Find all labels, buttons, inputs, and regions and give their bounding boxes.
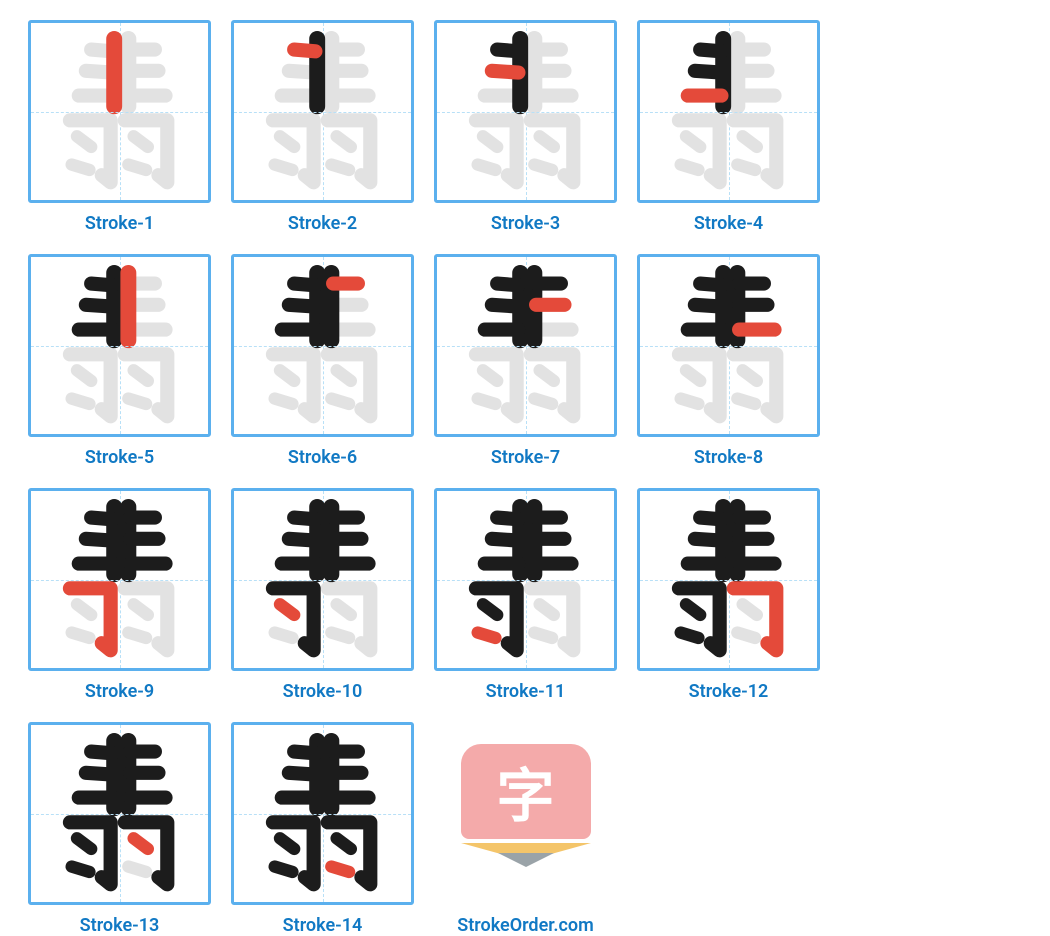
glyph-svg (437, 491, 614, 668)
stroke-tile-5 (28, 254, 211, 437)
logo-character: 字 (461, 744, 591, 839)
stroke-tile-13 (28, 722, 211, 905)
glyph-svg (640, 257, 817, 434)
stroke-cell-8: Stroke-8 (637, 254, 820, 468)
stroke-label: Stroke-6 (288, 447, 357, 468)
stroke-tile-3 (434, 20, 617, 203)
stroke-label: Stroke-4 (694, 213, 763, 234)
stroke-cell-4: Stroke-4 (637, 20, 820, 234)
glyph-svg (640, 23, 817, 200)
glyph-svg (640, 491, 817, 668)
stroke-tile-9 (28, 488, 211, 671)
stroke-label: Stroke-14 (283, 915, 363, 936)
site-logo: 字 (434, 722, 617, 905)
stroke-cell-10: Stroke-10 (231, 488, 414, 702)
stroke-tile-10 (231, 488, 414, 671)
stroke-label: Stroke-12 (689, 681, 769, 702)
stroke-cell-3: Stroke-3 (434, 20, 617, 234)
stroke-cell-14: Stroke-14 (231, 722, 414, 936)
glyph-svg (31, 23, 208, 200)
stroke-tile-7 (434, 254, 617, 437)
stroke-label: Stroke-9 (85, 681, 154, 702)
stroke-tile-8 (637, 254, 820, 437)
stroke-grid: Stroke-1 Stroke-2 Stroke-3 Stroke-4 Stroke-5… (28, 20, 1022, 936)
stroke-cell-9: Stroke-9 (28, 488, 211, 702)
stroke-tile-12 (637, 488, 820, 671)
stroke-label: Stroke-7 (491, 447, 560, 468)
stroke-label: Stroke-3 (491, 213, 560, 234)
stroke-cell-11: Stroke-11 (434, 488, 617, 702)
stroke-cell-12: Stroke-12 (637, 488, 820, 702)
stroke-cell-7: Stroke-7 (434, 254, 617, 468)
glyph-svg (31, 491, 208, 668)
site-name: StrokeOrder.com (457, 915, 594, 936)
glyph-svg (31, 725, 208, 902)
glyph-svg (437, 257, 614, 434)
stroke-cell-13: Stroke-13 (28, 722, 211, 936)
glyph-svg (234, 725, 411, 902)
stroke-cell-6: Stroke-6 (231, 254, 414, 468)
stroke-tile-11 (434, 488, 617, 671)
stroke-label: Stroke-1 (85, 213, 154, 234)
stroke-tile-1 (28, 20, 211, 203)
stroke-tile-4 (637, 20, 820, 203)
stroke-label: Stroke-13 (80, 915, 160, 936)
stroke-cell-2: Stroke-2 (231, 20, 414, 234)
stroke-label: Stroke-10 (283, 681, 363, 702)
glyph-svg (234, 491, 411, 668)
glyph-svg (437, 23, 614, 200)
stroke-label: Stroke-8 (694, 447, 763, 468)
glyph-svg (234, 23, 411, 200)
stroke-tile-6 (231, 254, 414, 437)
glyph-svg (31, 257, 208, 434)
stroke-cell-5: Stroke-5 (28, 254, 211, 468)
glyph-svg (234, 257, 411, 434)
stroke-tile-2 (231, 20, 414, 203)
stroke-cell-1: Stroke-1 (28, 20, 211, 234)
stroke-label: Stroke-5 (85, 447, 154, 468)
stroke-label: Stroke-2 (288, 213, 357, 234)
site-logo-cell: 字 StrokeOrder.com (434, 722, 617, 936)
stroke-label: Stroke-11 (486, 681, 566, 702)
stroke-tile-14 (231, 722, 414, 905)
